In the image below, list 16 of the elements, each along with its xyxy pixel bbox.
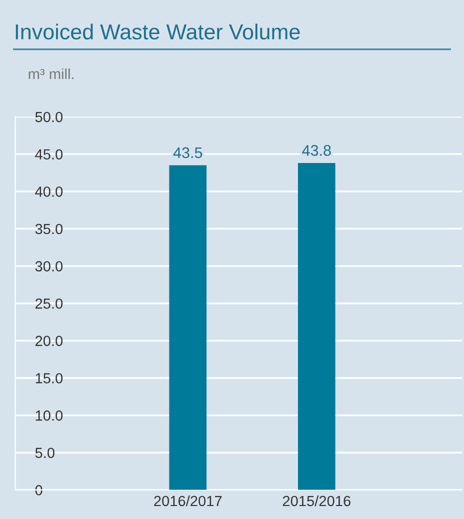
y-tick-label: 50.0 (35, 112, 63, 122)
y-tick-label: 10.0 (36, 410, 63, 421)
x-tick-label: 2015/2016 (282, 495, 350, 506)
y-tick-label: 35.0 (35, 224, 63, 234)
y-tick-label: 40.0 (35, 186, 63, 197)
data-label: 43.8 (302, 145, 331, 156)
data-label: 43.5 (173, 147, 202, 158)
y-tick-label: 15.0 (36, 373, 63, 384)
y-tick-label: 25.0 (35, 298, 63, 309)
y-tick-label: 20.0 (35, 336, 63, 346)
y-tick-label: 5.0 (35, 448, 54, 458)
y-axis-title: m³ mill. (28, 68, 74, 80)
chart-title: Invoiced Waste Water Volume (16, 24, 300, 40)
y-tick-label: 30.0 (35, 261, 63, 272)
y-tick-label: 45.0 (35, 149, 63, 160)
x-tick-label: 2016/2017 (154, 495, 222, 506)
